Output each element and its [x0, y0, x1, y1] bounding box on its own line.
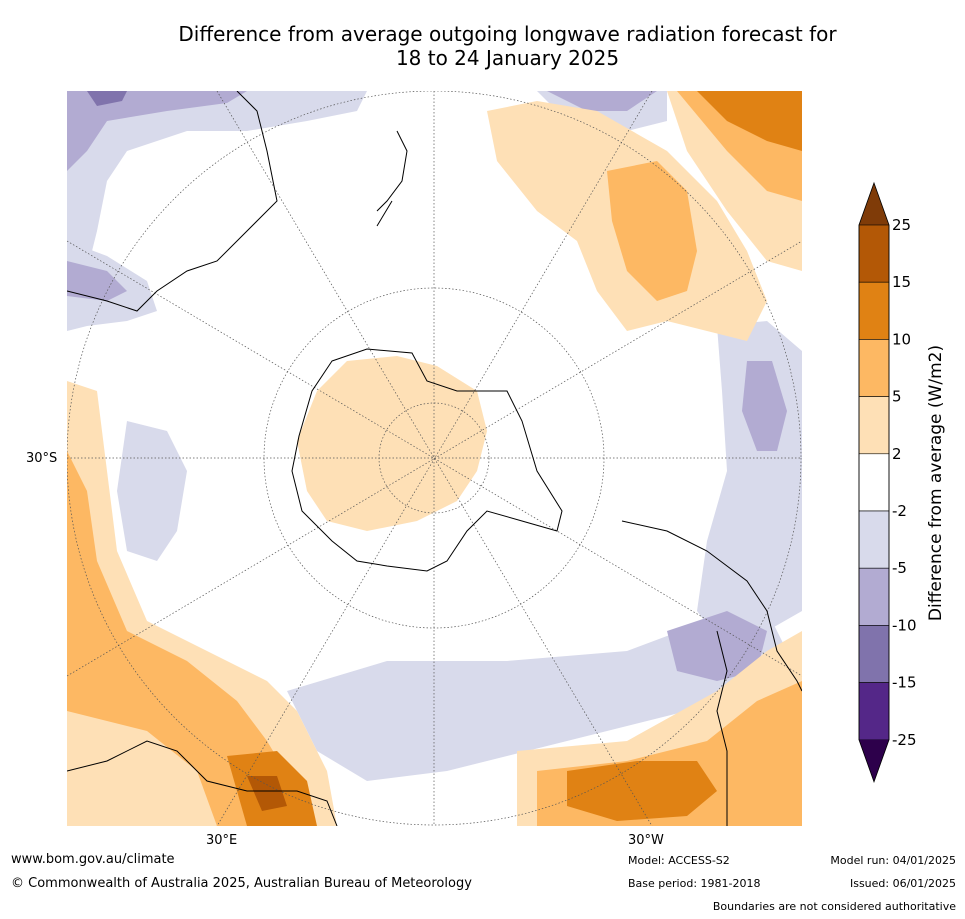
colorbar-tick-label: 15 — [892, 273, 911, 291]
anomaly-region-bottom-right-warm-strong — [567, 761, 717, 821]
colorbar-tick-label: -15 — [892, 674, 917, 692]
colorbar-label-text: Difference from average (W/m2) — [926, 344, 946, 622]
anomaly-region-top-left — [67, 91, 367, 291]
latitude-label-30s: 30°S — [26, 451, 58, 466]
anomaly-region-south-america-strong — [667, 611, 767, 681]
anomaly-region-antarctica — [297, 356, 487, 531]
anomaly-region-southern-arc — [287, 611, 787, 781]
coastline-new-zealand — [376, 130, 408, 227]
footer-model: Model: ACCESS-S2 — [628, 854, 730, 867]
colorbar-band — [858, 339, 890, 397]
colorbar-band — [858, 682, 890, 741]
colorbar-label: Difference from average (W/m2) — [926, 345, 946, 621]
footer-disclaimer: Boundaries are not considered authoritat… — [712, 900, 956, 913]
anomaly-region-east-strong — [742, 361, 787, 451]
colorbar-tick-label: -10 — [892, 616, 917, 634]
colorbar-band — [858, 281, 890, 340]
footer-base-period: Base period: 1981-2018 — [628, 877, 761, 890]
colorbar-band — [858, 510, 890, 569]
anomaly-region-left-warm-mid — [67, 451, 307, 826]
colorbar-tick-label: -2 — [892, 502, 907, 520]
graticule — [67, 91, 802, 826]
colorbar-band — [858, 224, 890, 283]
colorbar-tick-label: 5 — [892, 388, 902, 406]
graticule-circle-outer — [67, 91, 802, 826]
anomaly-region-left-mid — [117, 421, 187, 561]
anomaly-region-pacific-mid — [607, 161, 697, 301]
colorbar-over-triangle — [859, 183, 889, 225]
colorbar-tick-label: 2 — [892, 445, 902, 463]
colorbar-band — [858, 396, 890, 455]
longitude-label-30e: 30°E — [206, 833, 238, 848]
coastline-south-america — [621, 520, 802, 826]
anomaly-region-left-warm-strongest — [247, 776, 287, 811]
map-svg — [67, 91, 802, 826]
colorbar-svg: 25 15 10 5 2 -2 -5 -10 -15 -25 — [858, 181, 917, 783]
longitude-label-30w: 30°W — [628, 833, 664, 848]
anomaly-region-top-left-strong — [67, 91, 247, 171]
footer-issued: Issued: 06/01/2025 — [849, 877, 956, 890]
chart-title: Difference from average outgoing longwav… — [140, 22, 875, 70]
anomaly-region-left-band-strong — [67, 261, 127, 301]
anomaly-region-top-right-warm-strong — [697, 91, 802, 151]
colorbar-tick-label: 25 — [892, 216, 911, 234]
colorbar-tick-label: -25 — [892, 731, 917, 749]
footer-copyright: © Commonwealth of Australia 2025, Austra… — [11, 876, 472, 891]
coastline-antarctica — [291, 348, 563, 572]
map-panel — [67, 91, 802, 826]
title-line-1: Difference from average outgoing longwav… — [178, 22, 837, 46]
colorbar-band — [858, 453, 890, 512]
anomaly-region-top-left-stronger — [87, 91, 127, 106]
title-line-2: 18 to 24 January 2025 — [395, 46, 620, 70]
colorbar-band — [858, 625, 890, 683]
footer-model-run: Model run: 04/01/2025 — [830, 854, 956, 867]
coastline-africa — [67, 740, 338, 826]
anomaly-region-top-right-strong — [547, 91, 657, 111]
footer-website: www.bom.gov.au/climate — [11, 852, 175, 867]
colorbar-outline — [858, 181, 890, 783]
colorbar-tick-label: 10 — [892, 330, 911, 348]
coastline-australia — [67, 91, 278, 312]
colorbar-band — [858, 567, 890, 626]
positive-anomaly-regions — [67, 91, 802, 826]
colorbar-under-triangle — [859, 739, 889, 782]
colorbar: 25 15 10 5 2 -2 -5 -10 -15 -25 — [845, 180, 965, 790]
meridian-6 — [67, 240, 802, 677]
coastlines — [67, 91, 802, 826]
colorbar-tick-label: -5 — [892, 559, 907, 577]
